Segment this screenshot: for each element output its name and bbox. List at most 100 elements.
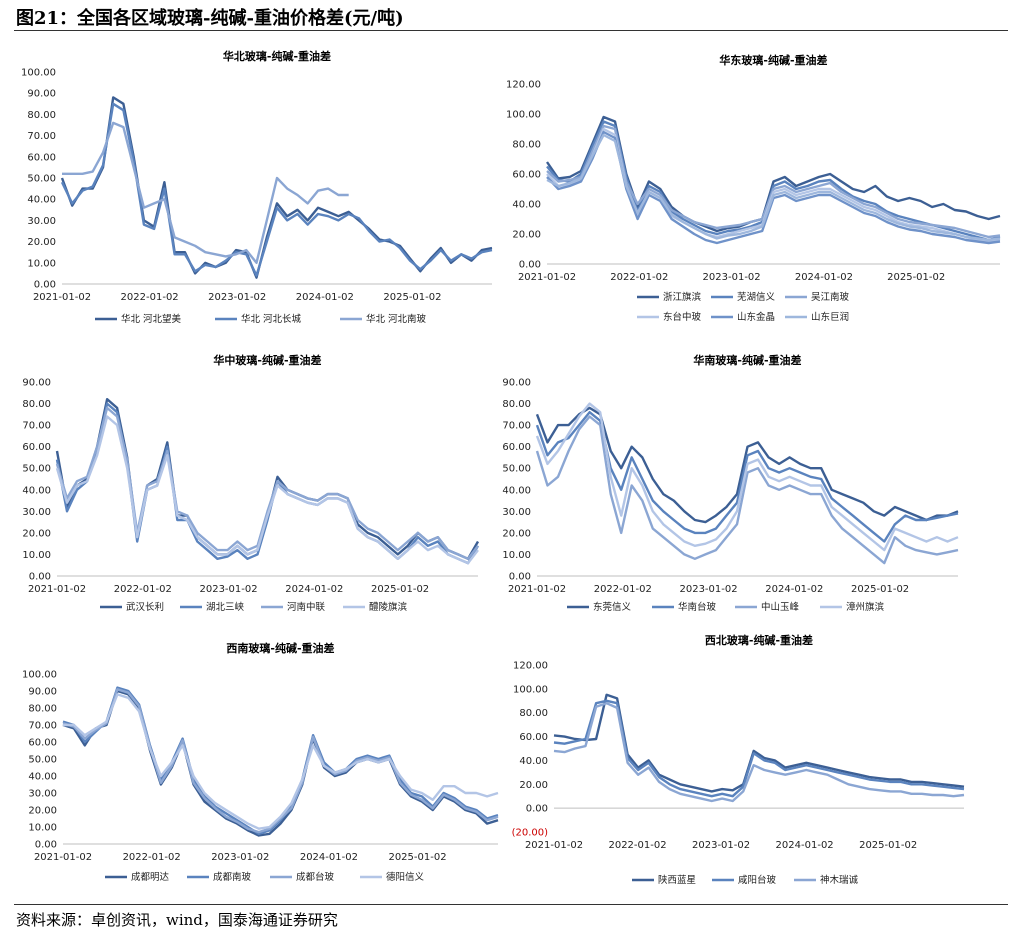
y-tick-label: 60.00 [27, 152, 56, 163]
x-tick-label: 2021-01-02 [525, 840, 583, 851]
y-tick-label: 70.00 [502, 421, 531, 432]
y-tick-label: 40.00 [502, 485, 531, 496]
series-line [535, 402, 959, 552]
y-tick-label: 100.00 [513, 684, 548, 695]
chart-south: 华南玻璃-纯碱-重油差 0.00 10.00 20.00 30.00 40.00 50.00… [502, 353, 959, 613]
x-tick-label: 2025-01-02 [851, 584, 909, 595]
y-tick-label: 10.00 [27, 258, 56, 269]
y-tick-label: 10.00 [502, 550, 531, 561]
legend-label: 山东巨润 [811, 311, 849, 323]
x-tick-label: 2022-01-02 [608, 840, 666, 851]
x-tick-label: 2021-01-02 [34, 852, 92, 863]
x-tick-label: 2022-01-02 [594, 584, 652, 595]
y-tick-label: 50.00 [502, 464, 531, 475]
chart-title: 华南玻璃-纯碱-重油差 [693, 353, 801, 367]
x-tick-label: 2023-01-02 [208, 292, 266, 303]
series-line [546, 133, 1001, 242]
y-tick-label: 90.00 [28, 687, 57, 698]
y-tick-label: 80.00 [22, 399, 51, 410]
chart-southwest: 西南玻璃-纯碱-重油差 0.00 10.00 20.00 30.00 40.00 50.00… [22, 641, 499, 883]
x-tick-label: 2021-01-02 [33, 292, 91, 303]
x-tick-label: 2024-01-02 [285, 584, 343, 595]
y-tick-label: 40.00 [519, 756, 548, 767]
y-tick-label: 40.00 [512, 200, 541, 211]
legend-label: 成都台玻 [296, 871, 335, 883]
x-tick-label: 2023-01-02 [211, 852, 269, 863]
y-tick-label: 80.00 [27, 110, 56, 121]
y-tick-label: 70.00 [22, 421, 51, 432]
x-tick-label: 2025-01-02 [371, 584, 429, 595]
x-tick-label: 2025-01-02 [887, 272, 945, 283]
legend-label: 芜湖信义 [737, 291, 776, 303]
chart-northwest: 西北玻璃-纯碱-重油差 (20.00) 0.00 20.00 40.00 60.00 80.… [512, 633, 965, 886]
x-tick-label: 2021-01-02 [28, 584, 86, 595]
y-tick-label: 60.00 [502, 442, 531, 453]
y-tick-label: 90.00 [27, 89, 56, 100]
legend-label: 华北 河北望美 [121, 313, 182, 325]
series-line [535, 406, 959, 524]
x-tick-label: 2023-01-02 [199, 584, 257, 595]
y-tick-label: 30.00 [27, 216, 56, 227]
legend-label: 神木瑞诚 [820, 874, 859, 886]
series-line [62, 121, 349, 264]
x-tick-label: 2025-01-02 [388, 852, 446, 863]
series-line [62, 686, 499, 835]
x-tick-label: 2024-01-02 [776, 840, 834, 851]
legend-label: 成都南玻 [213, 871, 252, 883]
y-tick-label: 0.00 [519, 260, 541, 271]
x-tick-label: 2021-01-02 [508, 584, 566, 595]
x-tick-label: 2022-01-02 [121, 292, 179, 303]
x-tick-label: 2022-01-02 [123, 852, 181, 863]
y-tick-label: 10.00 [28, 823, 57, 834]
x-tick-label: 2024-01-02 [296, 292, 354, 303]
x-tick-label: 2023-01-02 [679, 584, 737, 595]
y-tick-label: (20.00) [512, 828, 549, 839]
legend-label: 浙江旗滨 [663, 291, 702, 303]
chart-title: 西北玻璃-纯碱-重油差 [705, 633, 813, 647]
y-tick-label: 60.00 [22, 442, 51, 453]
y-tick-label: 70.00 [27, 131, 56, 142]
y-tick-label: 10.00 [22, 550, 51, 561]
figure-title: 图21：全国各区域玻璃-纯碱-重油价格差(元/吨) [16, 8, 404, 29]
series-line [55, 415, 479, 565]
x-tick-label: 2024-01-02 [300, 852, 358, 863]
y-tick-label: 100.00 [22, 670, 57, 681]
x-tick-label: 2023-01-02 [692, 840, 750, 851]
y-tick-label: 90.00 [22, 378, 51, 389]
x-tick-label: 2022-01-02 [114, 584, 172, 595]
legend-label: 咸阳台玻 [738, 874, 777, 886]
y-tick-label: 30.00 [502, 507, 531, 518]
series-line [63, 693, 499, 830]
legend-label: 东莞信义 [593, 601, 632, 613]
y-tick-label: 30.00 [22, 507, 51, 518]
y-tick-label: 80.00 [512, 140, 541, 151]
y-tick-label: 0.00 [35, 840, 57, 851]
y-tick-label: 20.00 [519, 780, 548, 791]
legend-label: 成都明达 [131, 871, 170, 883]
y-tick-label: 20.00 [512, 230, 541, 241]
legend-label: 华北 河北长城 [241, 313, 302, 325]
y-tick-label: 80.00 [502, 399, 531, 410]
top-rule [14, 30, 1008, 31]
bottom-rule [14, 904, 1008, 905]
chart-title: 西南玻璃-纯碱-重油差 [226, 641, 334, 655]
legend-label: 漳州旗滨 [846, 601, 885, 613]
y-tick-label: 100.00 [21, 68, 56, 79]
chart-central: 华中玻璃-纯碱-重油差 0.00 10.00 20.00 30.00 40.00 50.00… [22, 353, 480, 613]
series-line [553, 693, 965, 793]
y-tick-label: 40.00 [22, 485, 51, 496]
y-tick-label: 80.00 [519, 708, 548, 719]
y-tick-label: 40.00 [27, 195, 56, 206]
legend-label: 陕西蓝星 [658, 874, 696, 886]
x-tick-label: 2023-01-02 [703, 272, 761, 283]
series-line [553, 702, 965, 803]
y-tick-label: 70.00 [28, 721, 57, 732]
chart-title: 华北玻璃-纯碱-重油差 [223, 49, 331, 63]
chart-east: 华东玻璃-纯碱-重油差 0.00 20.00 40.00 60.00 80.00 100.0… [506, 53, 1001, 323]
x-tick-label: 2022-01-02 [610, 272, 668, 283]
y-tick-label: 40.00 [28, 772, 57, 783]
series-line [553, 699, 965, 798]
y-tick-label: 50.00 [22, 464, 51, 475]
y-tick-label: 50.00 [28, 755, 57, 766]
y-tick-label: 0.00 [526, 804, 548, 815]
